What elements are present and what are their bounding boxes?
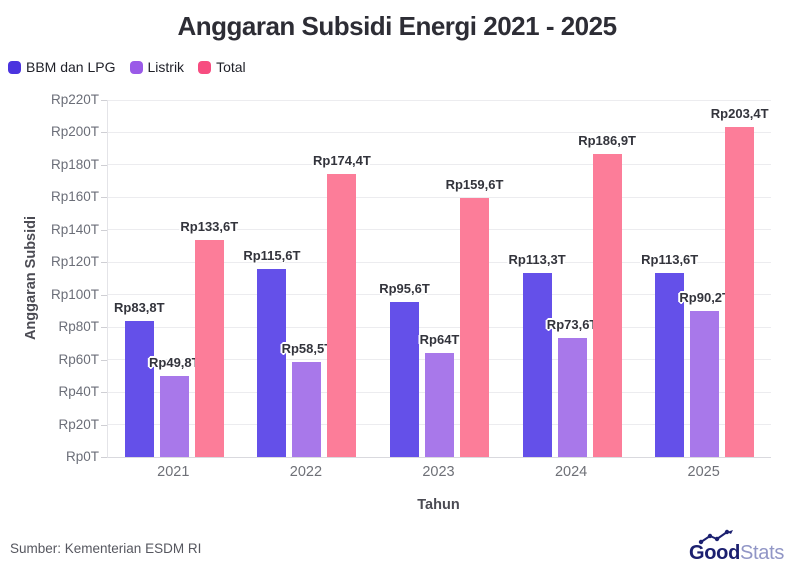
bar-2022-total[interactable] — [327, 174, 357, 457]
source-note: Sumber: Kementerian ESDM RI — [10, 541, 202, 556]
y-tick-label: Rp200T — [50, 124, 99, 140]
bar-value-label: Rp115,6T — [243, 248, 301, 264]
plot-area: Rp83,8T Rp49,8T Rp133,6T Rp115,6T Rp58,5T Rp1… — [107, 99, 771, 458]
x-tick-label: 2021 — [157, 464, 190, 480]
y-tick-label: Rp20T — [58, 416, 99, 432]
legend-swatch-icon — [198, 60, 212, 74]
y-tick-mark — [101, 457, 107, 458]
y-tick-mark — [101, 424, 107, 426]
logo-good: Good — [689, 542, 741, 564]
y-tick-label: Rp80T — [58, 319, 99, 335]
y-tick-label: Rp60T — [58, 351, 99, 367]
gridline — [108, 131, 771, 133]
bar-value-label: Rp113,3T — [508, 252, 566, 268]
gridline — [108, 99, 771, 101]
y-tick-mark — [101, 132, 107, 134]
bar-2021-total[interactable] — [194, 240, 224, 457]
bar-value-label: Rp186,9T — [578, 132, 636, 148]
y-tick-mark — [101, 197, 107, 199]
goodstats-logo: GoodStats — [689, 529, 785, 567]
y-tick-label: Rp160T — [50, 189, 99, 205]
legend: BBM dan LPG Listrik Total — [8, 60, 246, 74]
bar-value-label: Rp133,6T — [180, 219, 239, 235]
x-tick-label: 2022 — [289, 464, 323, 480]
bar-2021-bbm-dan-lpg[interactable] — [124, 321, 154, 457]
gridline — [108, 164, 771, 166]
logo-stats: Stats — [740, 542, 785, 564]
bar-2024-listrik[interactable] — [557, 337, 587, 457]
bar-value-label: Rp49,8T — [149, 355, 200, 371]
y-tick-mark — [101, 294, 107, 296]
logo-trendline-icon — [698, 529, 733, 545]
x-axis-title: Tahun — [417, 497, 460, 513]
y-tick-mark — [101, 229, 107, 231]
legend-item-label: Listrik — [147, 59, 185, 75]
bar-value-label: Rp113,6T — [641, 251, 699, 267]
bar-2023-total[interactable] — [460, 198, 489, 457]
x-tick-label: 2024 — [554, 464, 588, 480]
bar-value-label: Rp174,4T — [312, 152, 371, 168]
x-tick-label: 2023 — [422, 464, 455, 480]
y-tick-mark — [101, 262, 107, 264]
y-tick-mark — [101, 359, 107, 361]
x-tick-label: 2025 — [687, 464, 720, 480]
legend-swatch-icon — [129, 60, 143, 74]
y-tick-mark — [101, 392, 107, 394]
bar-2023-bbm-dan-lpg[interactable] — [390, 301, 419, 457]
y-tick-label: Rp140T — [50, 221, 99, 237]
y-tick-label: Rp120T — [50, 254, 99, 270]
bar-value-label: Rp73,6T — [546, 316, 598, 332]
bar-value-label: Rp64T — [419, 332, 460, 348]
bar-value-label: Rp159,6T — [445, 177, 504, 192]
legend-item-label: Total — [216, 59, 246, 75]
gridline — [108, 326, 771, 328]
y-tick-label: Rp180T — [50, 156, 99, 172]
gridline — [108, 294, 771, 296]
y-tick-label: Rp0T — [65, 449, 99, 464]
bar-2021-listrik[interactable] — [159, 376, 189, 457]
legend-item-label: BBM dan LPG — [26, 59, 116, 75]
bar-2025-bbm-dan-lpg[interactable] — [655, 272, 685, 457]
gridline — [108, 229, 771, 231]
legend-item-1[interactable]: Listrik — [129, 59, 185, 75]
y-tick-label: Rp40T — [58, 384, 99, 400]
bar-2022-listrik[interactable] — [292, 362, 322, 457]
bar-value-label: Rp83,8T — [114, 300, 165, 315]
y-tick-label: Rp220T — [50, 92, 99, 107]
gridline — [108, 261, 771, 263]
bar-2025-listrik[interactable] — [690, 310, 720, 457]
logo-text: GoodStats — [689, 541, 784, 565]
bar-value-label: Rp58,5T — [281, 341, 333, 357]
bar-value-label: Rp95,6T — [379, 280, 430, 296]
legend-swatch-icon — [8, 60, 21, 74]
bar-value-label: Rp203,4T — [710, 105, 769, 121]
page-title: Anggaran Subsidi Energi 2021 - 2025 — [177, 11, 617, 41]
y-tick-mark — [101, 164, 107, 166]
bar-2025-total[interactable] — [725, 126, 755, 457]
bar-2024-bbm-dan-lpg[interactable] — [522, 273, 552, 457]
y-tick-label: Rp100T — [50, 286, 99, 302]
y-tick-mark — [101, 100, 107, 101]
bar-2024-total[interactable] — [592, 153, 622, 457]
gridline — [108, 196, 771, 198]
legend-item-0[interactable]: BBM dan LPG — [8, 60, 116, 74]
bar-2022-bbm-dan-lpg[interactable] — [257, 269, 287, 457]
bar-value-label: Rp90,2T — [679, 289, 730, 305]
y-tick-mark — [101, 327, 107, 329]
legend-item-2[interactable]: Total — [198, 60, 246, 74]
bar-2023-listrik[interactable] — [425, 353, 454, 457]
